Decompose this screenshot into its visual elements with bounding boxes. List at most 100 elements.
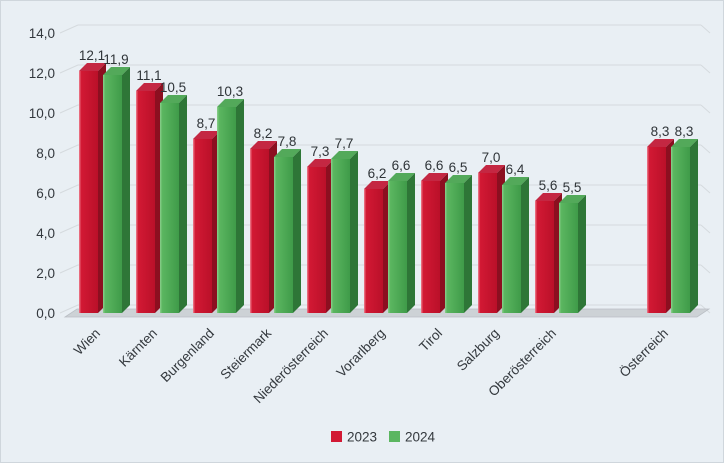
bar-2024-steiermark	[274, 157, 293, 313]
bar-2024-burgenland-side	[236, 99, 244, 313]
value-label-2023-wien: 12,1	[79, 48, 105, 63]
bar-2024-tirol-side	[464, 175, 472, 313]
bar-2024-oberösterreich-side	[578, 195, 586, 313]
value-label-2024-kärnten: 10,5	[160, 80, 186, 95]
bar-2023-steiermark	[250, 149, 269, 313]
y-tick-connector-right	[700, 184, 711, 194]
legend-label-2023: 2023	[347, 430, 377, 445]
value-label-2024-burgenland: 10,3	[217, 84, 243, 99]
bar-2023-oberösterreich-top	[535, 193, 562, 201]
value-label-2024-österreich: 8,3	[675, 124, 694, 139]
bar-2024-oberösterreich	[559, 203, 578, 313]
y-axis-tick-label: 4,0	[36, 226, 55, 241]
bar-2023-kärnten	[136, 91, 155, 313]
bar-2024-österreich-side	[690, 139, 698, 313]
bar-2024-kärnten-top	[160, 95, 187, 103]
value-label-2024-oberösterreich: 5,5	[563, 180, 582, 195]
bar-2024-vorarlberg	[388, 181, 407, 313]
bar-2023-niederösterreich-top	[307, 159, 334, 167]
value-label-2024-salzburg: 6,4	[506, 162, 525, 177]
value-label-2024-wien: 11,9	[103, 52, 128, 67]
bar-2024-burgenland	[217, 107, 236, 313]
value-label-2023-kärnten: 11,1	[136, 68, 161, 83]
bar-2023-österreich-top	[647, 139, 674, 147]
y-tick-connector	[59, 104, 79, 114]
bar-2024-wien-side	[122, 67, 130, 313]
y-axis-tick-label: 2,0	[36, 266, 55, 281]
y-tick-connector-right	[700, 64, 711, 74]
y-tick-connector-right	[700, 144, 711, 154]
value-label-2023-burgenland: 8,7	[197, 116, 216, 131]
bar-2023-vorarlberg-top	[364, 181, 391, 189]
legend-label-2024: 2024	[405, 430, 436, 445]
bar-2023-salzburg-top	[478, 165, 505, 173]
value-label-2023-oberösterreich: 5,6	[539, 178, 558, 193]
bar-2024-burgenland-top	[217, 99, 244, 107]
y-tick-connector	[59, 264, 79, 274]
value-label-2023-niederösterreich: 7,3	[311, 144, 330, 159]
bar-2024-wien-top	[103, 67, 130, 75]
y-tick-connector-right	[700, 264, 711, 274]
bar-2024-tirol	[445, 183, 464, 313]
value-labels: 12,111,9 11,110,5 8,7 10,3 8,2 7,8 7,3 7,7 6,2 6,…	[79, 48, 694, 195]
x-axis-label-österreich: Österreich	[616, 326, 671, 381]
x-axis-label-tirol: Tirol	[416, 326, 445, 355]
y-axis-tick-label: 8,0	[36, 146, 55, 161]
y-axis-tick-label: 14,0	[29, 26, 55, 41]
bar-2024-vorarlberg-side	[407, 173, 415, 313]
bar-2024-salzburg-side	[521, 177, 529, 313]
x-axis-label-kärnten: Kärnten	[116, 326, 160, 370]
y-tick-connector-right	[700, 24, 711, 34]
x-axis-label-vorarlberg: Vorarlberg	[333, 326, 388, 381]
bar-2024-kärnten-side	[179, 95, 187, 313]
bar-2023-österreich	[647, 147, 666, 313]
y-tick-connector	[59, 24, 79, 34]
bar-2024-steiermark-side	[293, 149, 301, 313]
y-axis-tick-label: 6,0	[36, 186, 55, 201]
y-tick-connector-right	[700, 104, 711, 114]
bar-2023-steiermark-top	[250, 141, 277, 149]
y-tick-connector	[59, 184, 79, 194]
legend: 2023 2024	[331, 430, 436, 445]
bar-2023-wien	[79, 71, 98, 313]
value-label-2023-tirol: 6,6	[425, 158, 444, 173]
bar-2024-oberösterreich-top	[559, 195, 586, 203]
value-label-2024-niederösterreich: 7,7	[335, 136, 354, 151]
y-tick-connector	[59, 144, 79, 154]
bar-2024-niederösterreich	[331, 159, 350, 313]
bar-2024-vorarlberg-top	[388, 173, 415, 181]
bar-2023-oberösterreich	[535, 201, 554, 313]
bar-2024-wien	[103, 75, 122, 313]
bar-2024-salzburg-top	[502, 177, 529, 185]
value-label-2023-salzburg: 7,0	[482, 150, 501, 165]
bar-2023-wien-top	[79, 63, 106, 71]
bar-2023-kärnten-top	[136, 83, 163, 91]
legend-swatch-2023	[331, 431, 342, 442]
bar-2023-burgenland-top	[193, 131, 220, 139]
bar-2023-burgenland	[193, 139, 212, 313]
y-tick-connector	[59, 224, 79, 234]
bar-2024-niederösterreich-side	[350, 151, 358, 313]
y-tick-connector	[59, 304, 79, 314]
y-axis-labels: 0,0 2,0 4,0 6,0 8,0 10,0 12,0 14,0	[29, 26, 55, 321]
bar-2024-österreich-top	[671, 139, 698, 147]
y-axis-tick-label: 10,0	[29, 106, 55, 121]
bar-2023-tirol	[421, 181, 440, 313]
x-axis-label-steiermark: Steiermark	[217, 325, 274, 382]
bar-2024-steiermark-top	[274, 149, 301, 157]
y-axis-tick-label: 12,0	[29, 66, 55, 81]
bar-2024-salzburg	[502, 185, 521, 313]
x-axis-label-burgenland: Burgenland	[158, 326, 217, 385]
bar-2023-tirol-top	[421, 173, 448, 181]
legend-swatch-2024	[389, 431, 400, 442]
x-axis-label-wien: Wien	[71, 326, 103, 358]
value-label-2024-tirol: 6,5	[449, 160, 468, 175]
bar-2024-niederösterreich-top	[331, 151, 358, 159]
value-label-2024-vorarlberg: 6,6	[392, 158, 411, 173]
bar-2023-salzburg	[478, 173, 497, 313]
bar-2023-niederösterreich	[307, 167, 326, 313]
value-label-2024-steiermark: 7,8	[278, 134, 297, 149]
